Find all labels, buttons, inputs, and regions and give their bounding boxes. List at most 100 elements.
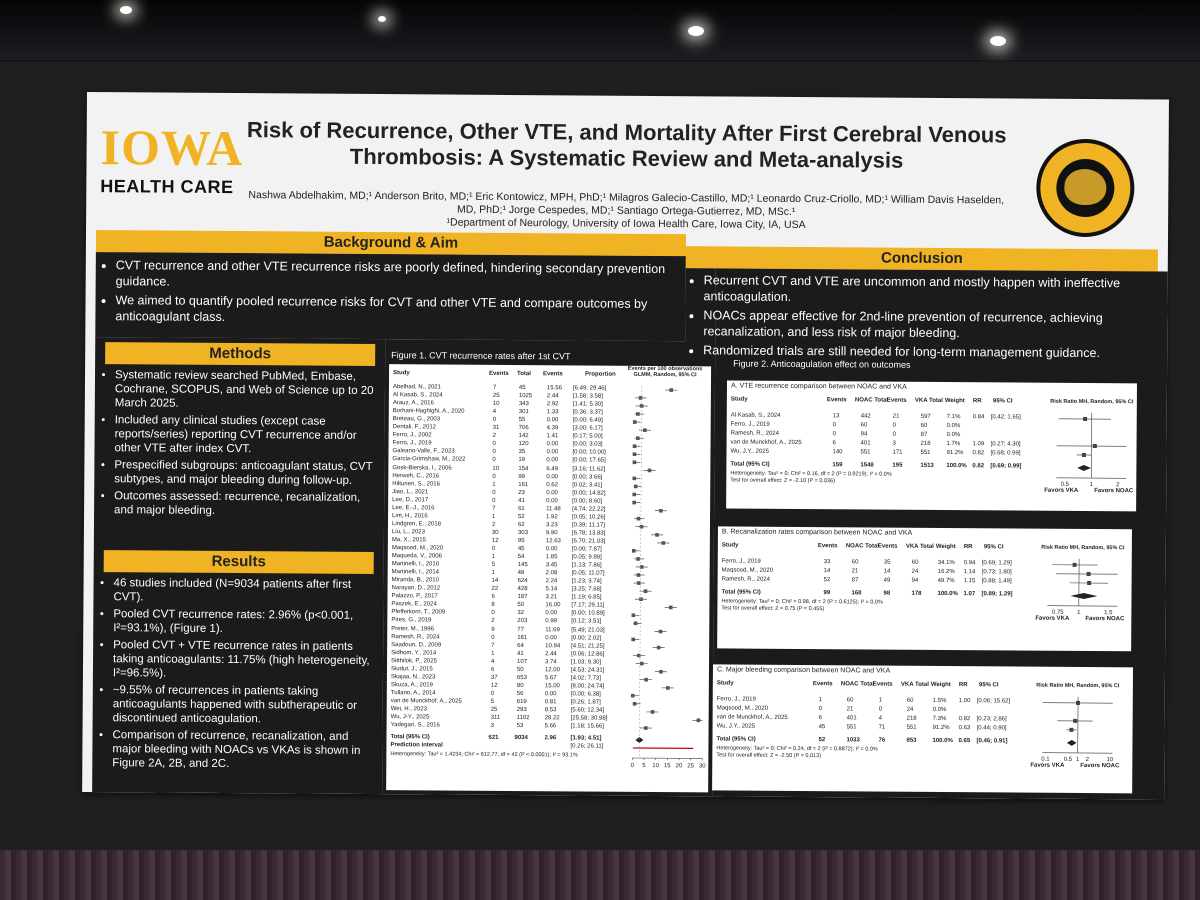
fig1-row-rate: 1.33	[546, 409, 559, 416]
fig2-total-total1: 1548	[860, 462, 874, 469]
fig2-row-study: Wu, J.Y., 2025	[730, 448, 770, 455]
fig2-row-ci: [0.73; 1.80]	[981, 569, 1012, 576]
fig1-row-total: 301	[518, 409, 529, 416]
carpet	[0, 850, 1200, 900]
fig1-point	[661, 541, 666, 545]
fig1-row-rate: 5.14	[545, 586, 558, 593]
fig1-row-study: Galeano-Valle, F., 2023	[392, 448, 455, 455]
fig2-row-total2: 60	[920, 422, 928, 429]
fig1-row-events: 6	[491, 594, 495, 601]
fig2-row-rr: 1.15	[963, 578, 976, 585]
fig2-row-weight: 1.7%	[946, 441, 961, 448]
fig1-row-study: Arauz, A., 2016	[392, 400, 434, 407]
fig2-total-rr: 1.07	[963, 591, 976, 598]
fig2-row-events2: 71	[878, 724, 886, 731]
fig1-point	[636, 653, 641, 658]
fig1-row-ci: [0.00; 10.89]	[571, 610, 605, 618]
fig2-row-weight: 0.0%	[946, 423, 961, 430]
fig2-row-weight: 7.1%	[946, 414, 961, 421]
fig2-row-rr: 1.14	[963, 569, 976, 576]
fig1-row-total: 1102	[516, 715, 530, 722]
fig1-prediction-label: Prediction interval	[390, 742, 443, 749]
fig1-axis-tick-label: 5	[642, 763, 646, 769]
fig1-row-study: Saadoun, D., 2009	[391, 641, 442, 649]
fig1-row-rate: 0.00	[544, 691, 557, 698]
fig2-total-events1: 52	[818, 737, 826, 744]
fig1-axis-tick-label: 25	[687, 763, 694, 769]
fig2-favors-right: Favors NOAC	[1094, 488, 1134, 495]
results-bullet: 46 studies included (N=9034 patients aft…	[113, 576, 377, 606]
fig1-axis-tick-label: 20	[676, 763, 683, 769]
fig1-point	[659, 508, 663, 513]
fig1-row-rate: 2.24	[545, 578, 558, 585]
fig1-row-events: 12	[490, 682, 498, 689]
fig1-row-rate: 0.00	[546, 497, 558, 504]
fig2-row-study: Ferro, J., 2019	[730, 421, 770, 428]
fig2-total-events1: 159	[832, 462, 843, 469]
fig1-row-ci: [4.02; 7.73]	[570, 675, 601, 682]
logo-health-care: HEALTH CARE	[100, 176, 234, 198]
fig2-row-weight: 0.0%	[946, 432, 961, 439]
results-heading: Results	[103, 550, 374, 575]
fig1-row-ci: [4.51; 21.25]	[571, 642, 605, 650]
fig2-row-ci: [0.68; 0.99]	[990, 450, 1021, 457]
fig2-row-total1: 401	[860, 440, 871, 447]
fig1-row-ci: [1.13; 7.86]	[571, 562, 602, 569]
fig2-row-events1: 0	[818, 706, 823, 713]
fig2-axis-tick-label: 1	[1090, 482, 1094, 488]
fig1-row-rate: 0.00	[546, 417, 559, 424]
fig2-total-label: Total (95% CI)	[716, 736, 756, 743]
fig1-row-rate: 12.63	[545, 538, 561, 545]
background-bullet: We aimed to quantify pooled recurrence r…	[115, 292, 679, 328]
results-text: 46 studies included (N=9034 patients aft…	[98, 576, 377, 775]
figure2b-forest-plot: B. Recanalization rates comparison betwe…	[717, 526, 1132, 652]
fig1-point	[631, 549, 636, 553]
fig2-row-events2: 171	[892, 449, 903, 456]
fig1-row-rate: 11.48	[546, 505, 561, 513]
fig1-row-total: 1025	[518, 393, 533, 400]
fig2-axis-tick-label: 1	[1077, 610, 1081, 616]
fig2-total-events2: 195	[892, 462, 903, 469]
fig1-row-study: Maqsood, M., 2020	[391, 545, 444, 552]
fig2-row-weight: 0.0%	[932, 706, 947, 714]
ceiling-light	[378, 16, 386, 22]
fig1-row-events: 3	[490, 722, 494, 729]
fig1-row-total: 55	[518, 417, 526, 424]
fig1-row-rate: 0.00	[546, 457, 559, 464]
fig1-row-rate: 0.00	[545, 634, 557, 641]
fig1-row-events: 0	[490, 690, 495, 697]
fig1-row-total: 95	[517, 537, 525, 545]
fig2-row-weight: 16.2%	[937, 568, 955, 576]
fig2-row-ci: [0.42; 1.65]	[990, 414, 1021, 421]
fig1-row-study: Skajaa, N., 2023	[390, 673, 436, 681]
fig2-row-total2: 597	[920, 413, 931, 420]
logo-iowa: IOWA	[100, 119, 244, 177]
fig1-row-total: 161	[518, 481, 529, 488]
fig1-row-study: Sitthilok, P., 2025	[391, 657, 437, 665]
fig1-row-events: 1	[491, 553, 496, 560]
fig1-row-study: Abelhad, N., 2021	[392, 384, 442, 391]
fig1-row-total: 50	[516, 666, 524, 673]
fig2-axis-tick-label: 0.5	[1061, 482, 1070, 488]
fig2-row-events2: 0	[892, 431, 896, 438]
fig1-row-rate: 2.08	[545, 570, 558, 577]
fig2-total-total2: 853	[906, 737, 917, 744]
fig2-row-ci: [0.88; 1.49]	[981, 578, 1012, 585]
fig1-row-events: 1	[491, 650, 495, 657]
fig1-row-rate: 8.53	[544, 707, 557, 714]
fig2-row-rr: 0.82	[972, 450, 985, 457]
fig2-row-rr: 1.09	[972, 441, 985, 448]
fig1-row-total: 23	[518, 489, 525, 496]
fig2-total-events2: 98	[883, 590, 891, 597]
fig1-row-study: Jiao, L., 2021	[392, 488, 429, 496]
fig1-row-ci: [0.00; 7.87]	[571, 546, 602, 553]
ceiling-light	[990, 36, 1006, 46]
fig1-row-study: Siudut, J., 2015	[390, 665, 433, 673]
fig1-row-events: 311	[490, 714, 501, 721]
methods-text: Systematic review searched PubMed, Embas…	[100, 368, 379, 522]
methods-bullet: Outcomes assessed: recurrence, recanaliz…	[114, 489, 378, 519]
results-bullet: Pooled CVT recurrence rates: 2.96% (p<0.…	[113, 607, 377, 637]
methods-heading: Methods	[105, 342, 376, 367]
fig1-row-rate: 11.69	[545, 626, 560, 633]
fig2-row-events2: 3	[892, 440, 896, 447]
